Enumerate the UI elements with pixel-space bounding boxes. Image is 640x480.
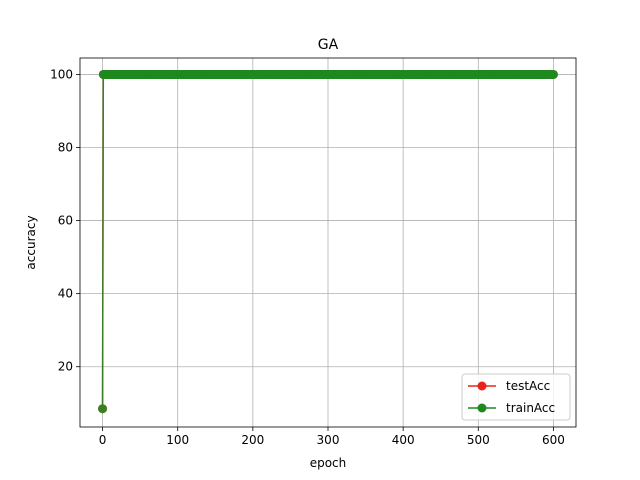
grid <box>80 58 576 427</box>
y-tick-label: 100 <box>50 67 73 81</box>
x-axis-label: epoch <box>310 456 347 470</box>
y-tick-label: 40 <box>58 287 73 301</box>
x-tick-label: 400 <box>392 433 415 447</box>
y-tick-label: 80 <box>58 141 73 155</box>
data-point <box>98 404 108 414</box>
x-tick-label: 100 <box>166 433 189 447</box>
series-trainAcc <box>98 69 558 414</box>
x-tick-label: 300 <box>317 433 340 447</box>
axis-ticks: 0 100 200 300 400 500 600 20 40 60 80 100 <box>50 67 565 447</box>
y-tick-label: 60 <box>58 214 73 228</box>
y-tick-label: 20 <box>58 360 73 374</box>
legend: testAcc trainAcc <box>461 373 571 421</box>
legend-label: trainAcc <box>506 401 555 415</box>
x-tick-label: 600 <box>542 433 565 447</box>
x-tick-label: 500 <box>467 433 490 447</box>
series-layer <box>98 69 558 414</box>
data-point <box>548 69 558 79</box>
x-tick-label: 200 <box>241 433 264 447</box>
legend-marker <box>477 403 487 413</box>
chart-title: GA <box>318 37 339 53</box>
legend-label: testAcc <box>506 379 550 393</box>
legend-marker <box>477 381 487 391</box>
x-tick-label: 0 <box>99 433 107 447</box>
y-axis-label: accuracy <box>24 215 38 269</box>
